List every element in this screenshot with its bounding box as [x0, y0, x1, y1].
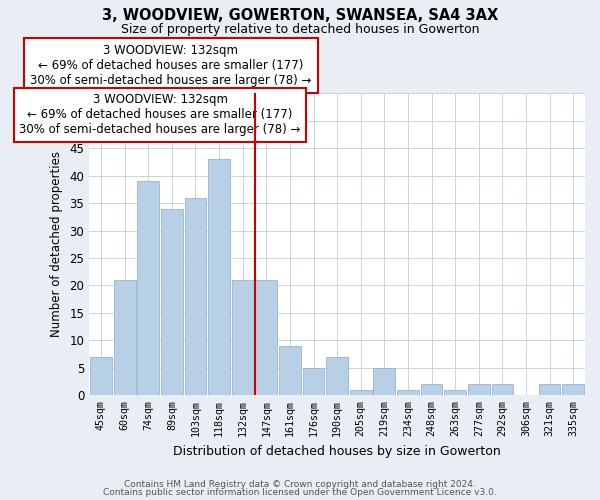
- Bar: [256, 280, 277, 396]
- Bar: [279, 346, 301, 396]
- Bar: [373, 368, 395, 396]
- Bar: [397, 390, 419, 396]
- Bar: [539, 384, 560, 396]
- Bar: [185, 198, 206, 396]
- Text: Size of property relative to detached houses in Gowerton: Size of property relative to detached ho…: [121, 22, 479, 36]
- Bar: [350, 390, 371, 396]
- Text: Contains public sector information licensed under the Open Government Licence v3: Contains public sector information licen…: [103, 488, 497, 497]
- Bar: [208, 159, 230, 396]
- Text: Contains HM Land Registry data © Crown copyright and database right 2024.: Contains HM Land Registry data © Crown c…: [124, 480, 476, 489]
- Bar: [468, 384, 490, 396]
- Text: 3, WOODVIEW, GOWERTON, SWANSEA, SA4 3AX: 3, WOODVIEW, GOWERTON, SWANSEA, SA4 3AX: [102, 8, 498, 22]
- Text: 3 WOODVIEW: 132sqm
← 69% of detached houses are smaller (177)
30% of semi-detach: 3 WOODVIEW: 132sqm ← 69% of detached hou…: [19, 93, 301, 136]
- Bar: [161, 208, 183, 396]
- Bar: [445, 390, 466, 396]
- X-axis label: Distribution of detached houses by size in Gowerton: Distribution of detached houses by size …: [173, 444, 501, 458]
- Bar: [491, 384, 513, 396]
- Bar: [232, 280, 254, 396]
- Bar: [114, 280, 136, 396]
- Bar: [302, 368, 325, 396]
- Bar: [326, 357, 348, 396]
- Text: 3 WOODVIEW: 132sqm
← 69% of detached houses are smaller (177)
30% of semi-detach: 3 WOODVIEW: 132sqm ← 69% of detached hou…: [30, 44, 311, 87]
- Bar: [137, 181, 159, 396]
- Bar: [90, 357, 112, 396]
- Bar: [562, 384, 584, 396]
- Y-axis label: Number of detached properties: Number of detached properties: [50, 152, 62, 338]
- Bar: [421, 384, 442, 396]
